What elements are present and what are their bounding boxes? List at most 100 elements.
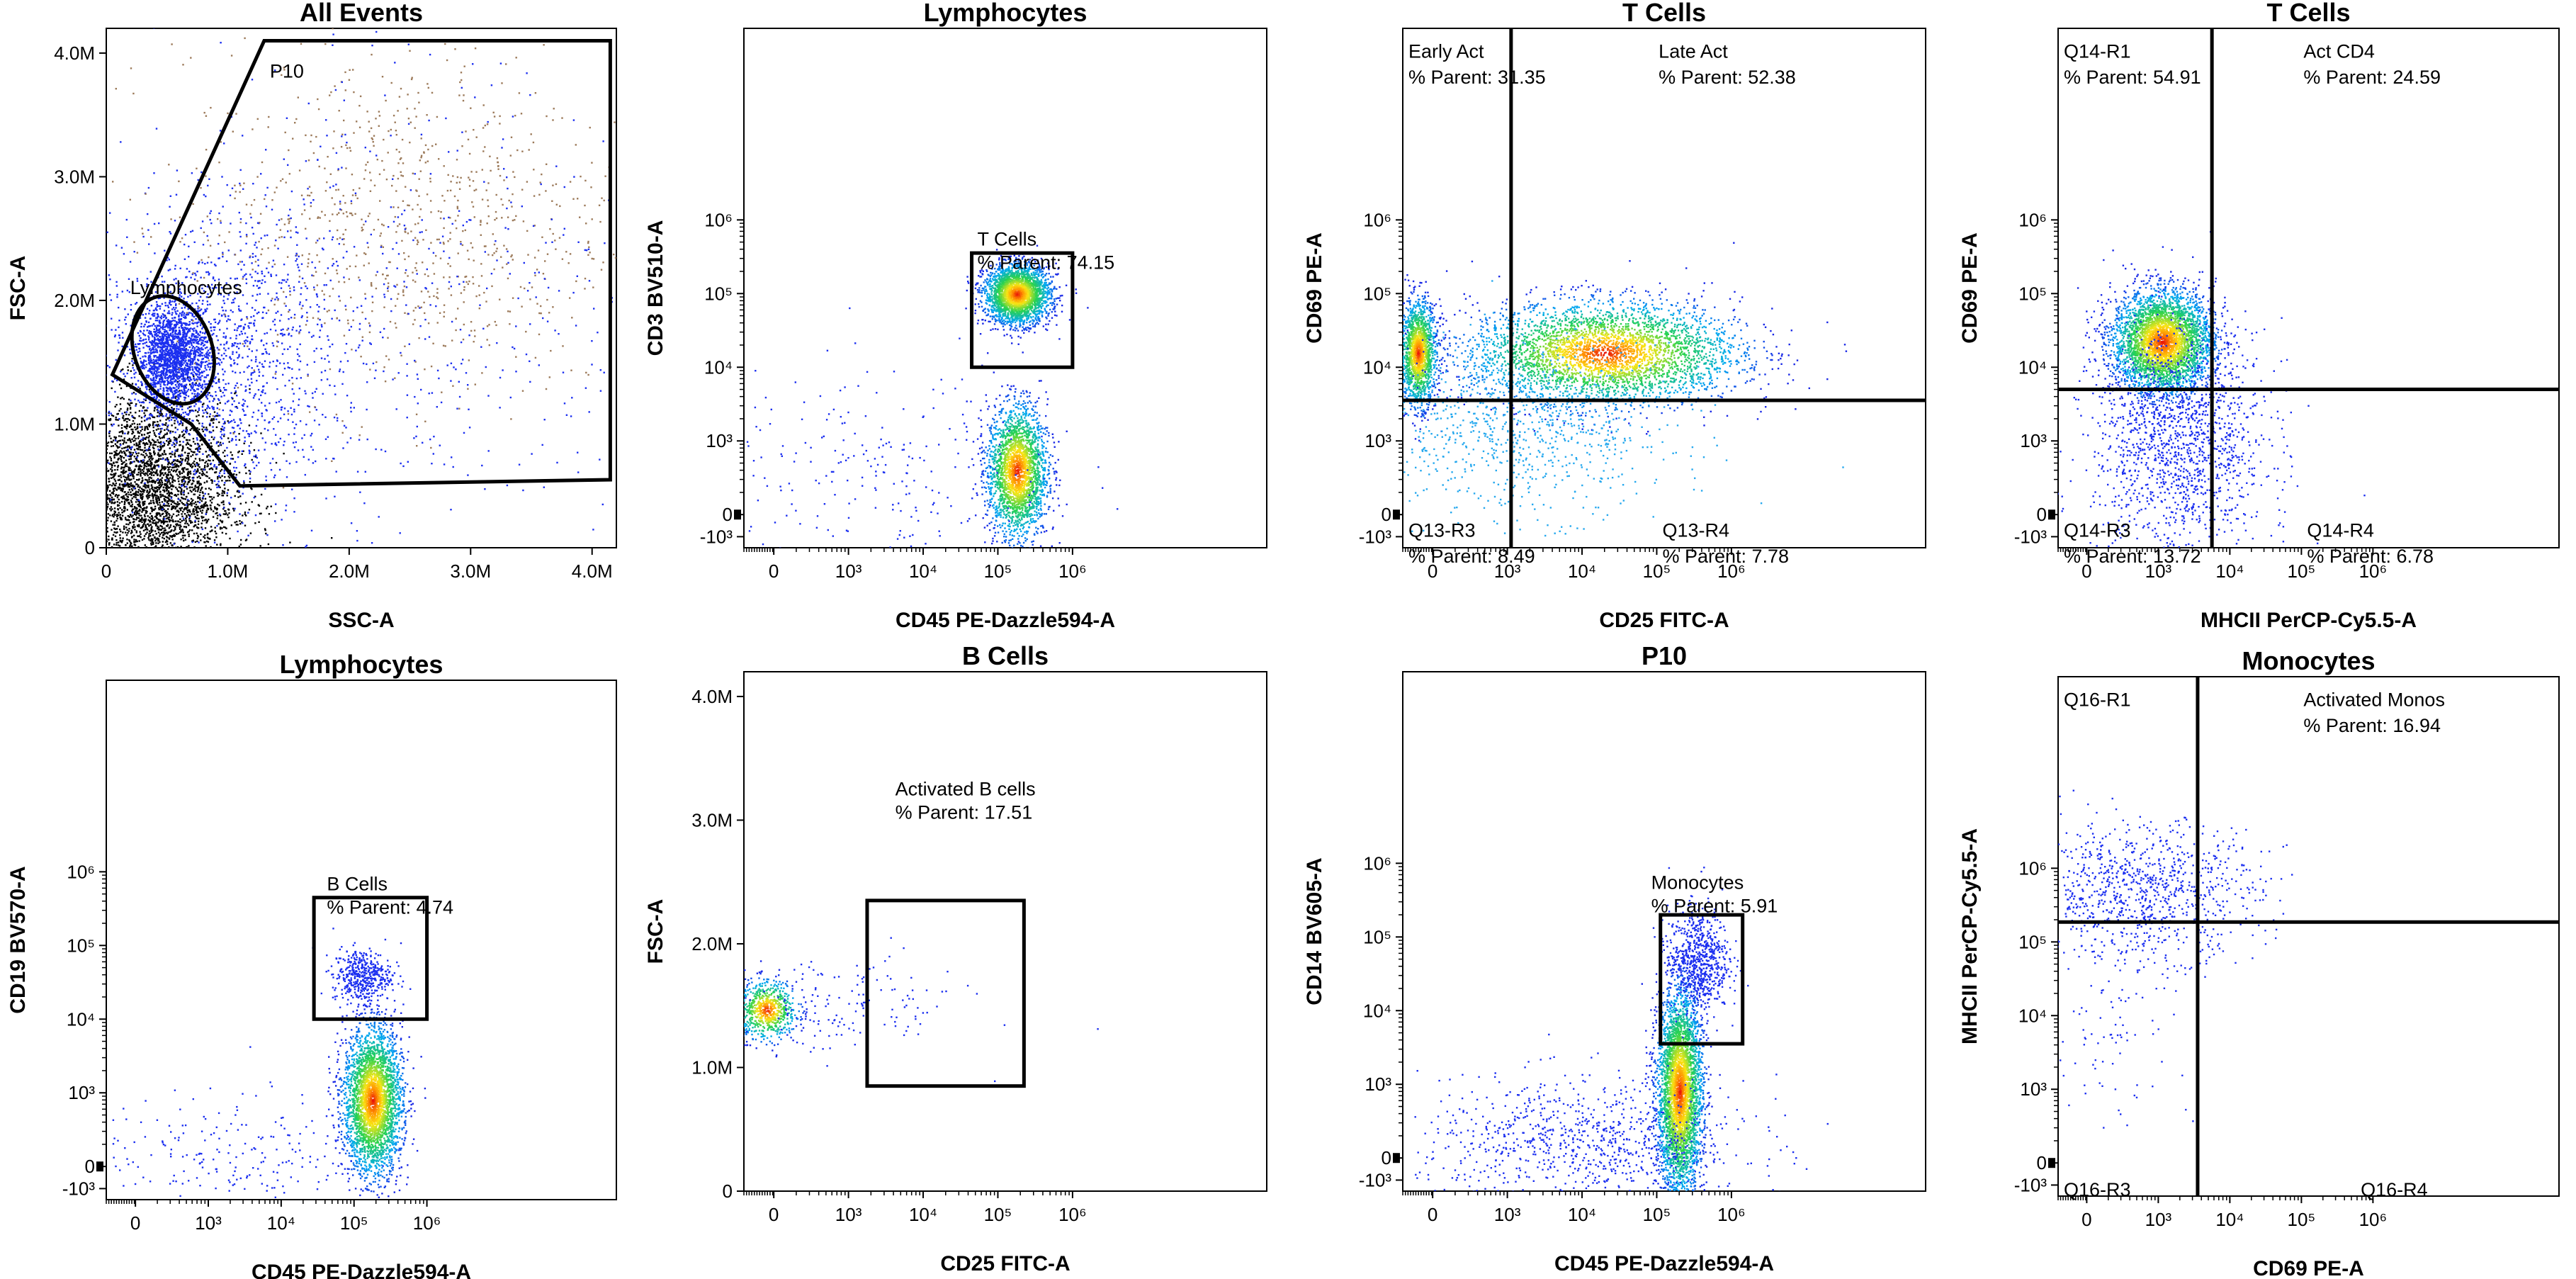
event-dots bbox=[744, 937, 1099, 1083]
x-tick-label: 10⁶ bbox=[2359, 1209, 2388, 1230]
x-tick-label: 10⁵ bbox=[984, 560, 1012, 582]
quadrant-label: Early Act bbox=[1408, 41, 1484, 62]
plot-frame bbox=[106, 28, 617, 548]
x-tick-label: 10³ bbox=[2145, 560, 2172, 582]
event-dots bbox=[746, 244, 1119, 548]
y-axis-label: FSC-A bbox=[644, 899, 667, 964]
x-axis-label: MHCII PerCP-Cy5.5-A bbox=[2201, 609, 2417, 632]
y-axis-label: MHCII PerCP-Cy5.5-A bbox=[1958, 828, 1982, 1044]
gate-rectangle[interactable] bbox=[1659, 913, 1745, 1046]
plot-panel-6: B Cells CD25 FITC-A FSC-A 0 10³ 10⁴ 10⁵ 10⁶ 0 1.0… bbox=[644, 641, 1267, 1275]
event-dots bbox=[112, 928, 426, 1198]
x-tick-label: 10⁶ bbox=[1717, 1204, 1746, 1225]
event-cluster bbox=[312, 928, 412, 1017]
gate-polygon[interactable] bbox=[110, 39, 612, 488]
y-tick-label: 0 bbox=[1382, 1147, 1391, 1168]
x-tick-label: 10³ bbox=[835, 1204, 862, 1225]
quadrant-label: % Parent: 54.91 bbox=[2064, 67, 2201, 88]
quadrant-label: Q14-R1 bbox=[2064, 41, 2131, 62]
event-cluster bbox=[2058, 246, 2366, 548]
y-tick-label: 0 bbox=[723, 1181, 733, 1202]
event-cluster bbox=[112, 28, 616, 489]
x-tick-label: 1.0M bbox=[208, 560, 249, 582]
y-zero-marker bbox=[734, 509, 741, 520]
quadrant-label: % Parent: 52.38 bbox=[1659, 67, 1796, 88]
event-cluster bbox=[1403, 280, 1844, 537]
x-tick-label: 2.0M bbox=[329, 560, 370, 582]
gate-label: Lymphocytes bbox=[130, 277, 242, 298]
y-tick-label: 10⁵ bbox=[704, 283, 733, 304]
y-tick-label: 1.0M bbox=[691, 1057, 733, 1078]
y-tick-label: -10³ bbox=[2014, 1174, 2047, 1195]
plot-frame bbox=[2057, 28, 2560, 548]
y-tick-label: 10⁴ bbox=[67, 1008, 95, 1030]
gate-rectangle[interactable] bbox=[865, 898, 1026, 1088]
y-tick-label: 10⁴ bbox=[704, 356, 733, 378]
gate-ellipse[interactable] bbox=[118, 284, 229, 415]
x-tick-label: 10⁴ bbox=[267, 1212, 295, 1234]
y-axis-label: CD14 BV605-A bbox=[1303, 857, 1326, 1005]
gate-label: Monocytes bbox=[1651, 872, 1744, 894]
plot-panel-7: P10 CD45 PE-Dazzle594-A CD14 BV605-A 0 10³ 10… bbox=[1303, 641, 1926, 1275]
chart-title: T Cells bbox=[1622, 0, 1706, 27]
y-tick-label: 2.0M bbox=[691, 933, 733, 954]
plot-panel-3: T Cells CD25 FITC-A CD69 PE-A 0 10³ 10⁴ 10⁵ 10⁶… bbox=[1303, 0, 1926, 632]
quadrant-label: % Parent: 8.49 bbox=[1408, 546, 1535, 567]
y-tick-label: 10⁴ bbox=[1363, 356, 1391, 378]
x-tick-label: 10⁵ bbox=[984, 1204, 1012, 1225]
y-tick-label: 10³ bbox=[1365, 430, 1391, 451]
plot-frame bbox=[2057, 676, 2560, 1197]
y-tick-label: 10⁴ bbox=[2018, 356, 2047, 378]
x-tick-label: 0 bbox=[2081, 560, 2091, 582]
quadrant-label: Q14-R3 bbox=[2064, 519, 2131, 541]
event-dots bbox=[1414, 867, 1829, 1191]
y-tick-label: 10³ bbox=[68, 1082, 95, 1103]
event-dots bbox=[2058, 231, 2366, 548]
event-cluster bbox=[746, 307, 1119, 548]
plot-frame bbox=[1402, 28, 1926, 548]
event-cluster bbox=[1654, 867, 1749, 1040]
y-tick-label: 1.0M bbox=[54, 413, 95, 434]
y-axis-label: CD3 BV510-A bbox=[644, 220, 667, 356]
plot-frame bbox=[743, 28, 1267, 548]
x-axis-label: CD45 PE-Dazzle594-A bbox=[896, 609, 1115, 632]
plot-frame bbox=[743, 671, 1267, 1192]
event-cluster bbox=[2077, 231, 2254, 431]
quadrant-label: % Parent: 6.78 bbox=[2307, 546, 2434, 567]
event-cluster bbox=[966, 328, 1068, 548]
x-tick-label: 10⁵ bbox=[2288, 560, 2316, 582]
quadrant-label: % Parent: 7.78 bbox=[1662, 546, 1789, 567]
event-cluster bbox=[1414, 1033, 1829, 1191]
x-axis-label: CD25 FITC-A bbox=[1599, 609, 1729, 632]
y-tick-label: 3.0M bbox=[54, 166, 95, 187]
gate-rectangle[interactable] bbox=[970, 251, 1075, 369]
gate-label: P10 bbox=[270, 61, 304, 82]
gate-rectangle[interactable] bbox=[312, 896, 429, 1021]
x-tick-label: 10³ bbox=[1494, 560, 1521, 582]
gate-label: % Parent: 5.91 bbox=[1651, 896, 1778, 917]
y-tick-label: 0 bbox=[2037, 504, 2047, 525]
y-tick-label: 2.0M bbox=[54, 290, 95, 311]
event-cluster bbox=[2058, 789, 2293, 1003]
gate-label: T Cells bbox=[978, 229, 1037, 250]
y-zero-marker bbox=[2048, 509, 2055, 520]
quadrant-label: Q16-R1 bbox=[2064, 689, 2131, 711]
x-tick-label: 0 bbox=[769, 1204, 779, 1225]
chart-title: T Cells bbox=[2266, 0, 2350, 27]
plot-panel-4: T Cells MHCII PerCP-Cy5.5-A CD69 PE-A 0 10³ 1… bbox=[1958, 0, 2560, 632]
gate-label: % Parent: 17.51 bbox=[896, 801, 1033, 823]
quadrant-label: % Parent: 24.59 bbox=[2303, 67, 2441, 88]
event-cluster bbox=[1641, 870, 1722, 1191]
chart-title: Lymphocytes bbox=[280, 650, 444, 679]
x-tick-label: 10⁴ bbox=[909, 560, 937, 582]
quadrant-label: % Parent: 31.35 bbox=[1408, 67, 1546, 88]
y-zero-marker bbox=[96, 1161, 103, 1172]
y-tick-label: 0 bbox=[1382, 504, 1391, 525]
plot-panel-8: Monocytes CD69 PE-A MHCII PerCP-Cy5.5-A 0 10… bbox=[1958, 646, 2560, 1279]
x-axis-label: SSC-A bbox=[328, 609, 394, 632]
x-tick-label: 10⁶ bbox=[1058, 1204, 1087, 1225]
x-tick-label: 10⁶ bbox=[2359, 560, 2388, 582]
x-tick-label: 10⁴ bbox=[1568, 560, 1596, 582]
x-axis-label: CD45 PE-Dazzle594-A bbox=[1554, 1252, 1774, 1275]
